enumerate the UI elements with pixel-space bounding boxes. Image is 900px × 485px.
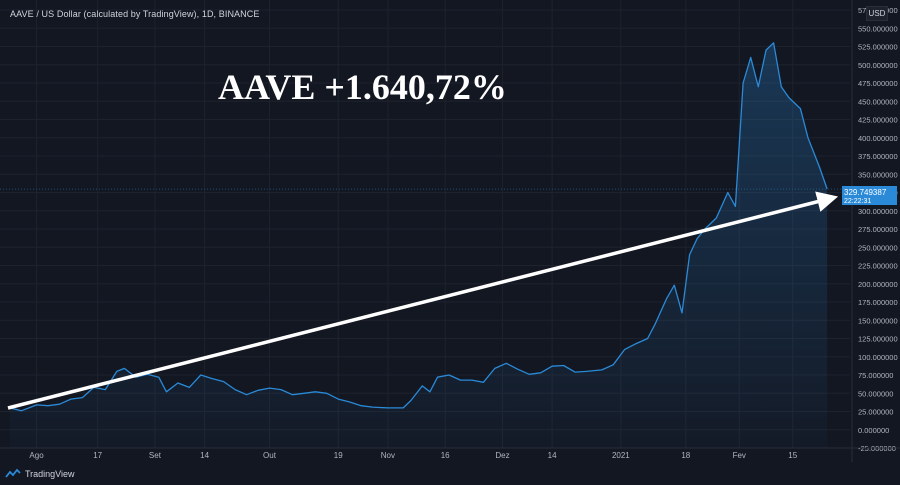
x-tick-label: Nov (381, 451, 395, 460)
last-price-value: 329.749387 (844, 188, 887, 197)
y-tick-label: 500.000000 (858, 61, 898, 70)
y-tick-label: 0.000000 (858, 426, 889, 435)
x-tick-label: Dez (495, 451, 509, 460)
y-tick-label: 350.000000 (858, 170, 898, 179)
tradingview-icon (5, 468, 21, 478)
x-tick-label: Fev (733, 451, 746, 460)
y-tick-label: 525.000000 (858, 43, 898, 52)
y-tick-label: 400.000000 (858, 134, 898, 143)
y-tick-label: 150.000000 (858, 316, 898, 325)
y-tick-label: 550.000000 (858, 24, 898, 33)
y-tick-label: 475.000000 (858, 79, 898, 88)
y-tick-label: 275.000000 (858, 225, 898, 234)
x-tick-label: 18 (681, 451, 690, 460)
x-tick-label: 2021 (612, 451, 630, 460)
gain-annotation: AAVE +1.640,72% (218, 67, 507, 107)
y-tick-label: 425.000000 (858, 116, 898, 125)
y-tick-label: 125.000000 (858, 335, 898, 344)
brand-name: TradingView (25, 469, 75, 479)
x-tick-label: Ago (29, 451, 44, 460)
y-tick-label: 225.000000 (858, 262, 898, 271)
y-tick-label: 50.000000 (858, 389, 893, 398)
y-tick-label: 450.000000 (858, 97, 898, 106)
x-tick-label: 14 (548, 451, 557, 460)
x-tick-label: 15 (788, 451, 797, 460)
y-tick-label: 375.000000 (858, 152, 898, 161)
last-price-tag: 329.749387 22:22:31 (842, 186, 897, 205)
y-tick-label: 175.000000 (858, 298, 898, 307)
trend-arrow (7, 191, 839, 410)
price-line (9, 42, 828, 412)
x-tick-label: 16 (441, 451, 450, 460)
y-tick-label: 75.000000 (858, 371, 893, 380)
x-tick-label: 14 (200, 451, 209, 460)
y-tick-label: 200.000000 (858, 280, 898, 289)
x-tick-label: 17 (93, 451, 102, 460)
time-axis[interactable]: Ago 17 Set 14 Out 19 Nov 16 Dez 14 2021 18 Fev 15 (0, 447, 900, 460)
y-tick-label: 100.000000 (858, 353, 898, 362)
y-tick-label: 300.000000 (858, 207, 898, 216)
last-price-time: 22:22:31 (844, 198, 871, 205)
y-tick-label: 250.000000 (858, 243, 898, 252)
x-tick-label: Set (149, 451, 162, 460)
price-axis[interactable]: -25.0000000.00000025.00000050.00000075.0… (851, 0, 898, 462)
price-area-fill (9, 42, 828, 449)
y-tick-label: 25.000000 (858, 408, 893, 417)
x-tick-label: 19 (334, 451, 343, 460)
currency-label[interactable]: USD (866, 6, 888, 21)
tradingview-logo[interactable]: TradingView (5, 468, 75, 480)
symbol-title[interactable]: AAVE / US Dollar (calculated by TradingV… (10, 9, 260, 19)
x-tick-label: Out (263, 451, 277, 460)
